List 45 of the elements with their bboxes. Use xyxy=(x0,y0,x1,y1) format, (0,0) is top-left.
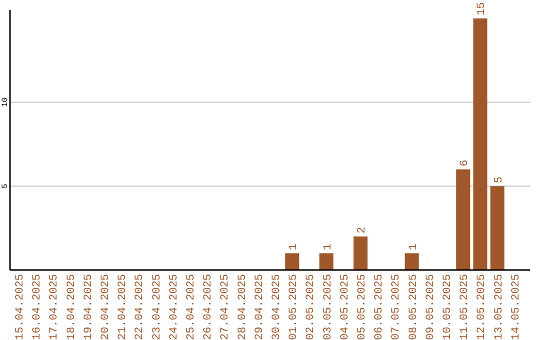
x-tick-label: 29.04.2025 xyxy=(254,274,266,340)
bar xyxy=(285,253,300,270)
x-tick-label: 17.04.2025 xyxy=(48,274,61,340)
x-tick-label: 22.04.2025 xyxy=(134,274,146,340)
x-tick-label: 23.04.2025 xyxy=(151,274,164,340)
x-tick-label: 16.04.2025 xyxy=(32,274,44,340)
x-tick-label: 10.05.2025 xyxy=(442,274,454,340)
x-tick-label: 09.05.2025 xyxy=(424,274,437,340)
x-tick-label: 06.05.2025 xyxy=(374,274,386,340)
x-tick-label: 26.04.2025 xyxy=(202,274,215,340)
x-tick-label: 02.05.2025 xyxy=(305,274,318,340)
data-label: 5 xyxy=(493,176,506,184)
x-tick-label: 04.05.2025 xyxy=(339,274,352,340)
data-label: 15 xyxy=(476,2,488,16)
x-tick-label: 07.05.2025 xyxy=(390,274,403,340)
bar xyxy=(404,253,419,270)
x-tick-label: 13.05.2025 xyxy=(493,274,506,340)
data-label: 1 xyxy=(322,243,334,250)
x-tick-label: 14.05.2025 xyxy=(510,274,522,340)
bar xyxy=(473,18,488,270)
x-tick-label: 01.05.2025 xyxy=(288,274,300,340)
x-tick-label: 12.05.2025 xyxy=(476,274,488,340)
x-tick-label: 18.04.2025 xyxy=(66,274,78,340)
x-tick-label: 27.04.2025 xyxy=(220,274,232,340)
x-tick-label: 15.04.2025 xyxy=(14,274,27,340)
x-tick-label: 25.04.2025 xyxy=(186,274,198,340)
x-tick-label: 21.04.2025 xyxy=(117,274,130,340)
x-tick-label: 30.04.2025 xyxy=(271,274,284,340)
bar xyxy=(456,169,470,270)
bar xyxy=(319,253,334,270)
bar xyxy=(490,186,504,270)
x-tick-label: 11.05.2025 xyxy=(459,274,472,340)
x-tick-label: 20.04.2025 xyxy=(100,274,112,340)
x-tick-label: 28.04.2025 xyxy=(236,274,249,340)
x-tick-label: 24.04.2025 xyxy=(168,274,180,340)
x-tick-label: 19.04.2025 xyxy=(82,274,95,340)
x-tick-label: 03.05.2025 xyxy=(322,274,334,340)
data-label: 2 xyxy=(356,226,369,234)
x-tick-label: 05.05.2025 xyxy=(356,274,369,340)
data-label: 6 xyxy=(459,160,472,166)
x-tick-label: 08.05.2025 xyxy=(408,274,420,340)
data-label: 1 xyxy=(408,243,420,250)
y-tick-label: 10 xyxy=(1,97,10,108)
bar xyxy=(354,236,368,270)
data-label: 1 xyxy=(288,243,300,250)
